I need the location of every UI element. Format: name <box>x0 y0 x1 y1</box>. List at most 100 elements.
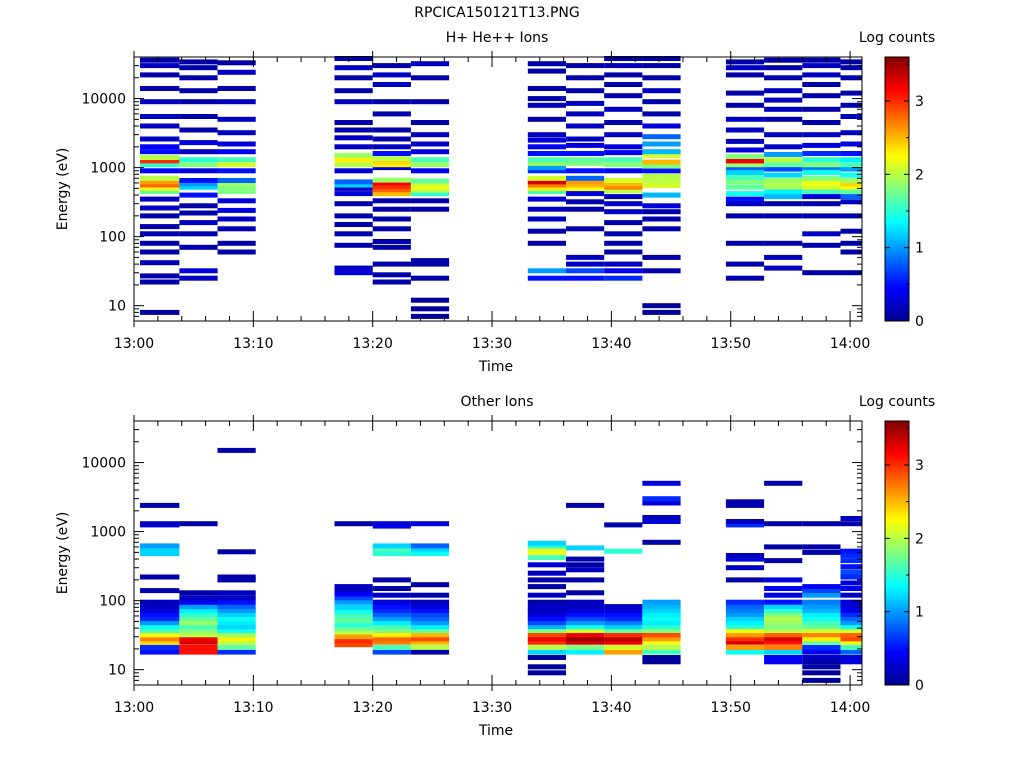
x-tick-label: 13:50 <box>711 336 751 352</box>
y-tick-label: 100 <box>99 230 126 246</box>
spectrogram-cell <box>840 639 862 645</box>
spectrogram-cell <box>527 96 566 102</box>
spectrogram-cell <box>410 261 450 267</box>
spectrogram-cell <box>840 181 862 187</box>
spectrogram-cell <box>410 639 450 645</box>
spectrogram-cell <box>566 624 605 630</box>
spectrogram-cell <box>217 612 256 617</box>
spectrogram-cell <box>527 228 566 234</box>
spectrogram-cell <box>642 56 681 61</box>
spectrogram-cell <box>802 636 841 642</box>
spectrogram-cell <box>217 608 256 613</box>
spectrogram-cell <box>566 123 605 129</box>
spectrogram-cell <box>566 100 605 106</box>
spectrogram-cell <box>764 604 803 610</box>
spectrogram-cell <box>140 149 180 155</box>
spectrogram-cell <box>372 616 411 622</box>
spectrogram-cell <box>410 551 450 557</box>
spectrogram-cell <box>179 220 218 226</box>
spectrogram-cell <box>604 639 643 645</box>
spectrogram-cell <box>527 599 566 605</box>
spectrogram-cell <box>140 175 180 181</box>
spectrogram-cell <box>802 82 841 87</box>
spectrogram-cell <box>604 620 643 626</box>
spectrogram-cell <box>642 226 681 232</box>
spectrogram-cell <box>725 165 765 171</box>
spectrogram-cell <box>642 655 681 660</box>
spectrogram-cell <box>764 586 803 591</box>
spectrogram-cell <box>642 624 681 630</box>
spectrogram-cell <box>725 644 765 650</box>
spectrogram-cell <box>840 157 862 163</box>
spectrogram-cell <box>217 249 256 255</box>
spectrogram-cell <box>334 182 373 188</box>
spectrogram-cell <box>802 132 841 138</box>
spectrogram-cell <box>527 620 566 626</box>
spectrogram-cell <box>764 628 803 633</box>
colorbar-label: Log counts <box>859 30 935 46</box>
spectrogram-cell <box>217 620 256 626</box>
spectrogram-cell <box>764 644 803 650</box>
spectrogram-cell <box>566 612 605 617</box>
spectrogram-cell <box>527 670 566 676</box>
x-tick-label: 13:40 <box>591 336 631 352</box>
spectrogram-cell <box>140 179 180 185</box>
plot-frame <box>133 420 863 686</box>
spectrogram-cell <box>140 240 180 246</box>
spectrogram-cell <box>372 543 411 549</box>
spectrogram-cell <box>764 181 803 187</box>
spectrogram-cell <box>179 612 218 617</box>
spectrogram-cell <box>840 580 862 586</box>
spectrogram-cell <box>725 519 765 524</box>
spectrogram-cell <box>140 616 180 622</box>
spectrogram-cell <box>217 636 256 642</box>
spectrogram-cell <box>527 268 566 274</box>
spectrogram-cell <box>527 616 566 622</box>
spectrogram-cell <box>840 162 862 168</box>
spectrogram-cell <box>217 590 256 596</box>
spectrogram-cell <box>840 644 862 650</box>
spectrogram-cell <box>372 628 411 633</box>
spectrogram-cell <box>802 549 841 555</box>
spectrogram-cell <box>642 612 681 617</box>
spectrogram-cell <box>802 213 841 219</box>
spectrogram-cell <box>566 604 605 610</box>
spectrogram-cell <box>334 595 373 601</box>
spectrogram-cell <box>764 480 803 486</box>
spectrogram-cell <box>566 275 605 281</box>
spectrogram-cell <box>566 63 605 69</box>
spectrogram-cell <box>527 608 566 613</box>
spectrogram-cell <box>764 162 803 168</box>
spectrogram-cell <box>372 546 411 552</box>
spectrogram-cell <box>410 120 450 125</box>
spectrogram-cell <box>764 265 803 271</box>
x-tick-label: 14:00 <box>830 700 870 716</box>
spectrogram-cell <box>372 279 411 285</box>
spectrogram-cell <box>642 303 681 309</box>
spectrogram-cell <box>140 599 180 605</box>
spectrogram-cell <box>334 587 373 592</box>
spectrogram-cell <box>179 162 218 168</box>
spectrogram-cell <box>372 272 411 278</box>
spectrogram-cell <box>604 548 643 554</box>
spectrogram-cell <box>527 151 566 156</box>
spectrogram-cell <box>802 544 841 550</box>
spectrogram-cell <box>566 545 605 551</box>
spectrogram-cell <box>802 599 841 605</box>
spectrogram-cell <box>372 184 411 190</box>
x-tick-label: 13:20 <box>353 700 393 716</box>
spectrogram-cell <box>410 620 450 626</box>
spectrogram-cell <box>217 240 256 246</box>
colorbar-tick-label: 2 <box>915 531 924 547</box>
spectrogram-cell <box>725 577 765 583</box>
spectrogram-cell <box>725 179 765 185</box>
spectrogram-cells <box>140 447 862 683</box>
spectrogram-cell <box>179 99 218 105</box>
spectrogram-cell <box>566 636 605 642</box>
spectrogram-cell <box>725 553 765 558</box>
spectrogram-cell <box>372 63 411 69</box>
spectrogram-cell <box>604 72 643 78</box>
spectrogram-cell <box>217 604 256 610</box>
spectrogram-cell <box>372 649 411 655</box>
spectrogram-cell <box>140 628 180 633</box>
